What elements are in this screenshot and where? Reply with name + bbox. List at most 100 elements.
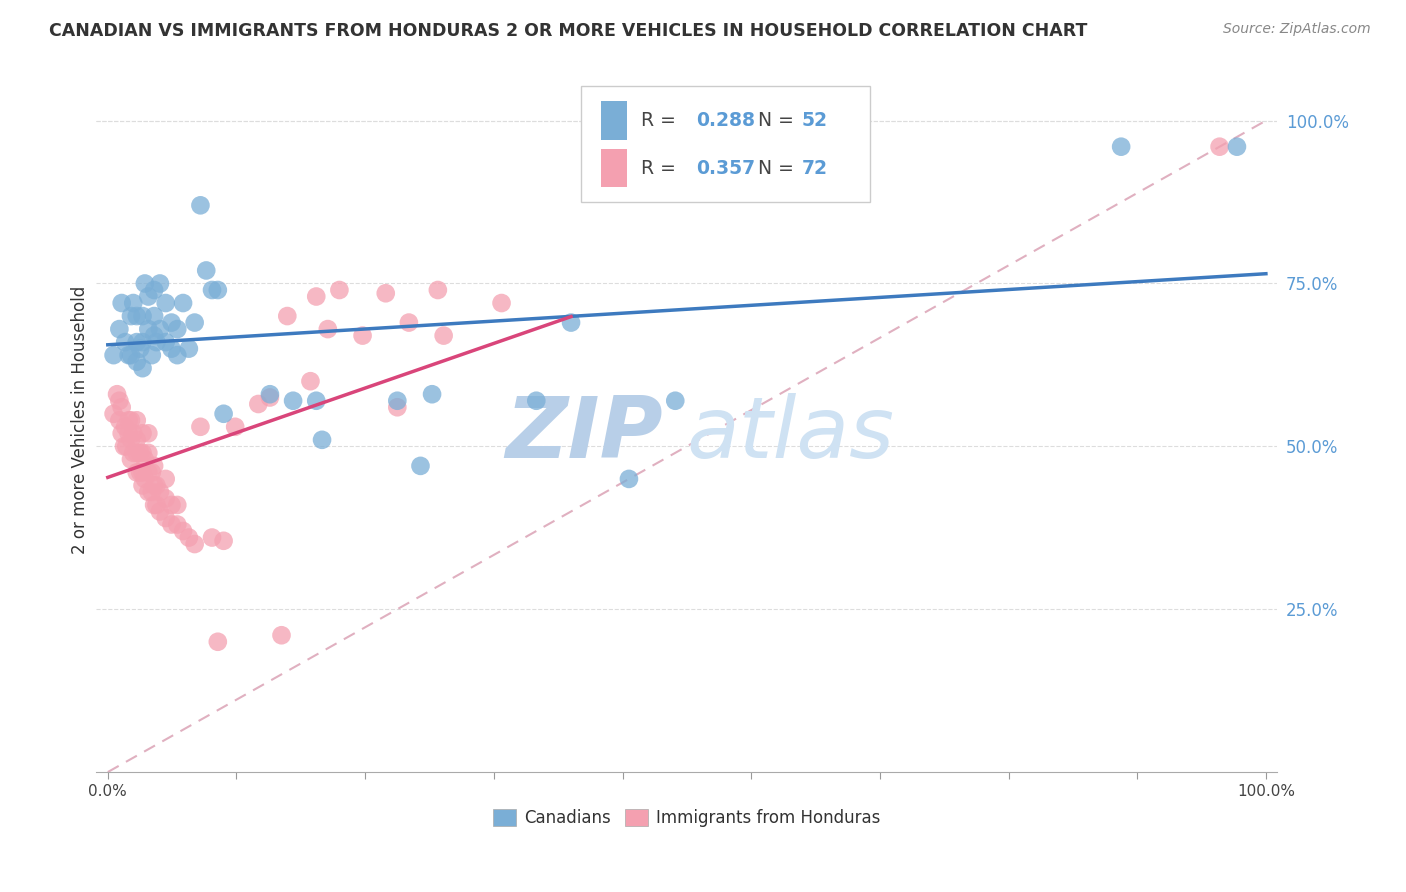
Text: CANADIAN VS IMMIGRANTS FROM HONDURAS 2 OR MORE VEHICLES IN HOUSEHOLD CORRELATION: CANADIAN VS IMMIGRANTS FROM HONDURAS 2 O… [49,22,1088,40]
Point [111,401,134,415]
Point [281,393,304,408]
Point [141,466,163,480]
Point [311,433,333,447]
Point [247,397,270,411]
Point [111,296,134,310]
Point [120,413,142,427]
Point [183,316,205,330]
Point [212,533,235,548]
Point [108,393,131,408]
Point [134,472,156,486]
Point [426,283,449,297]
Point [420,387,443,401]
Point [155,296,177,310]
Point [177,531,200,545]
Text: R =: R = [641,111,682,129]
Point [131,335,153,350]
FancyBboxPatch shape [581,87,870,202]
Point [212,407,235,421]
Point [141,348,163,362]
Text: 52: 52 [801,111,828,129]
Point [145,498,167,512]
Point [305,289,328,303]
Point [201,283,224,297]
Point [207,634,229,648]
Point [120,452,142,467]
Point [149,322,172,336]
Point [166,322,188,336]
Point [143,478,166,492]
Point [195,263,218,277]
Point [160,342,183,356]
Point [131,478,153,492]
Point [172,296,194,310]
Point [112,439,135,453]
Point [136,426,159,441]
Point [129,342,152,356]
Point [398,316,420,330]
FancyBboxPatch shape [600,101,627,139]
Point [305,393,328,408]
Point [143,498,166,512]
Point [259,387,281,401]
Point [149,277,172,291]
Point [387,393,409,408]
Point [149,504,172,518]
Point [276,309,298,323]
Point [177,342,200,356]
Point [190,419,212,434]
Point [131,361,153,376]
Point [259,391,281,405]
Text: ZIP: ZIP [506,392,664,475]
Point [166,517,188,532]
Point [409,458,432,473]
Point [1208,139,1230,153]
Point [117,348,139,362]
Point [433,328,456,343]
Text: 72: 72 [801,159,828,178]
Point [134,452,156,467]
Point [108,322,131,336]
Point [114,335,136,350]
Point [120,309,142,323]
Point [115,439,138,453]
Point [145,335,167,350]
Point [328,283,350,297]
Point [105,387,128,401]
Point [136,322,159,336]
Point [270,628,292,642]
Text: 0.357: 0.357 [696,159,755,178]
Point [103,407,125,421]
Point [125,466,148,480]
Point [145,478,167,492]
Point [201,531,224,545]
Point [143,309,166,323]
Point [160,316,183,330]
Point [125,309,148,323]
Point [316,322,339,336]
Point [122,446,145,460]
Point [122,296,145,310]
Point [374,286,396,301]
Point [560,316,582,330]
Point [136,485,159,500]
Point [160,517,183,532]
Point [183,537,205,551]
Point [129,446,152,460]
Point [166,498,188,512]
Point [352,328,374,343]
Point [143,458,166,473]
Point [120,433,142,447]
Point [103,348,125,362]
Point [120,348,142,362]
Point [117,426,139,441]
Point [172,524,194,538]
Point [207,283,229,297]
Point [131,426,153,441]
Point [155,491,177,506]
Point [129,466,152,480]
Point [111,426,134,441]
Point [136,466,159,480]
Point [617,472,640,486]
Point [125,335,148,350]
